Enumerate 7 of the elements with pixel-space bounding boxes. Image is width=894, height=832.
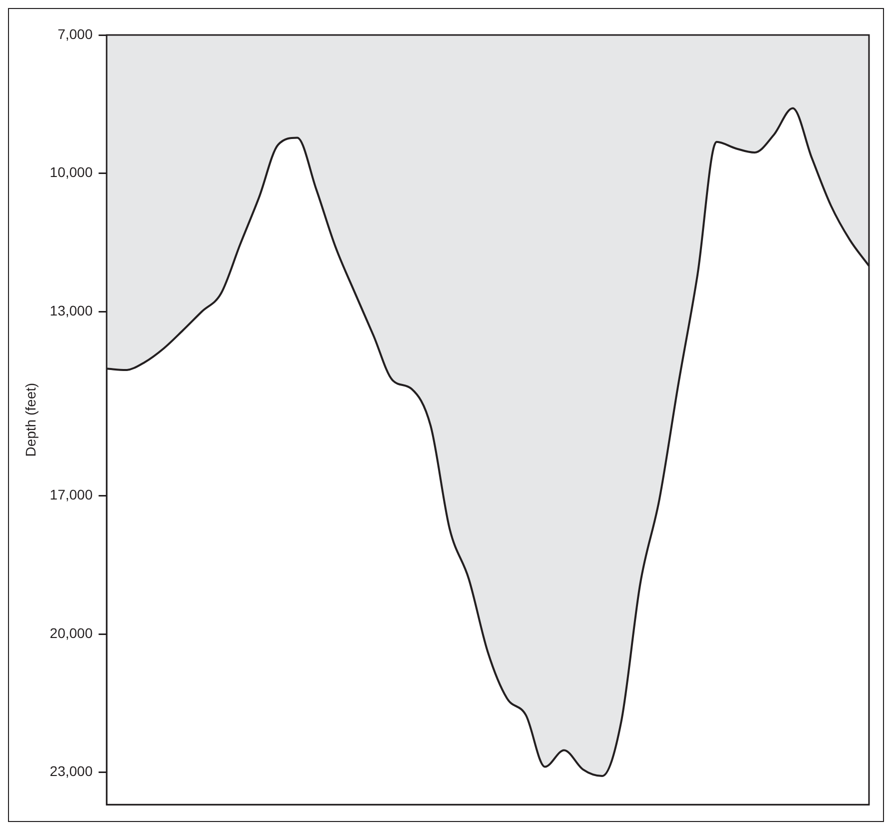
- y-tick-label: 17,000: [50, 486, 93, 503]
- y-axis-title: Depth (feet): [22, 382, 38, 457]
- y-tick-label: 23,000: [50, 763, 93, 780]
- y-tick-label: 20,000: [50, 624, 93, 641]
- y-tick-label: 10,000: [50, 164, 93, 180]
- y-tick-label: 13,000: [50, 302, 93, 318]
- y-tick-label: 7,000: [58, 26, 93, 42]
